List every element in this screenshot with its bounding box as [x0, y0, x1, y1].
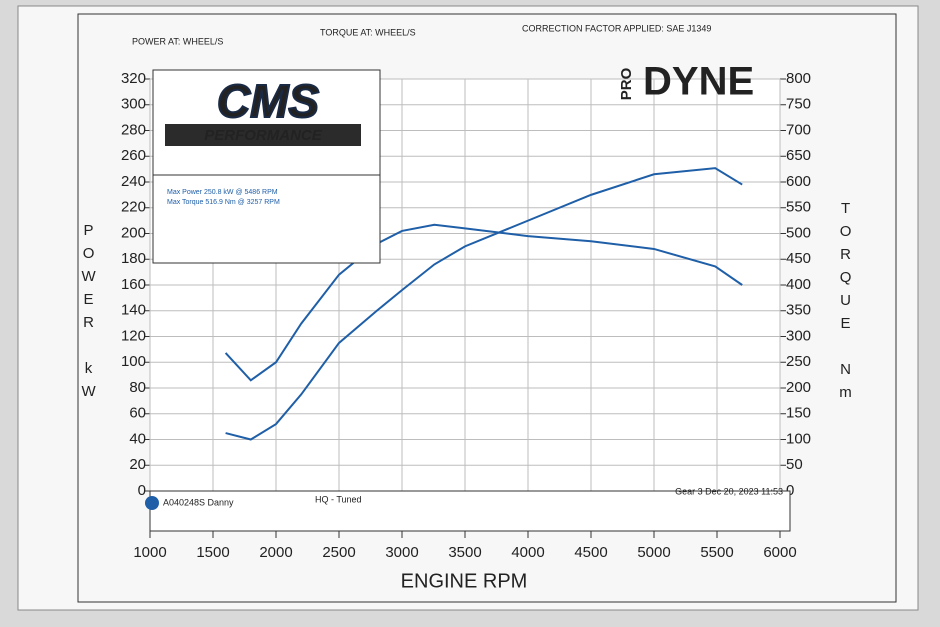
y2-tick-label: 0 [786, 482, 794, 499]
x-tick-label: 1000 [133, 544, 166, 561]
y-tick-label: 160 [121, 276, 146, 293]
footer-text: Gear 3 Dec 20, 2023 11:53 [675, 486, 783, 496]
x-tick-label: 5500 [700, 544, 733, 561]
y2-tick-label: 550 [786, 199, 811, 216]
x-tick-label: 4000 [511, 544, 544, 561]
info-box [152, 69, 381, 264]
x-axis-label: ENGINE RPM [401, 570, 528, 592]
y2-tick-label: 300 [786, 327, 811, 344]
y-tick-label: 20 [129, 456, 146, 473]
y-tick-label: 0 [138, 482, 146, 499]
footer-dot [145, 496, 159, 510]
y2-tick-label: 350 [786, 302, 811, 319]
x-tick-label: 2500 [322, 544, 355, 561]
y-tick-label: 280 [121, 121, 146, 138]
y-tick-label: 220 [121, 199, 146, 216]
y-tick-label: 240 [121, 173, 146, 190]
y-tick-label: 80 [129, 379, 146, 396]
y2-tick-label: 50 [786, 456, 803, 473]
logo-text: CMS [217, 75, 320, 127]
annotation: Max Power 250.8 kW @ 5486 RPM [167, 189, 278, 196]
x-tick-label: 6000 [763, 544, 796, 561]
y2-tick-label: 600 [786, 173, 811, 190]
subtitle: CORRECTION FACTOR APPLIED: SAE J1349 [522, 23, 711, 33]
x-tick-label: 5000 [637, 544, 670, 561]
y-tick-label: 260 [121, 147, 146, 164]
y2-tick-label: 500 [786, 224, 811, 241]
subtitle: POWER AT: WHEEL/S [132, 36, 223, 46]
y-tick-label: 60 [129, 405, 146, 422]
y-tick-label: 140 [121, 302, 146, 319]
series-line [224, 223, 743, 382]
y2-tick-label: 800 [786, 70, 811, 87]
subtitle: TORQUE AT: WHEEL/S [320, 27, 416, 37]
y2-tick-label: 200 [786, 379, 811, 396]
x-tick-label: 4500 [574, 544, 607, 561]
x-tick-label: 3500 [448, 544, 481, 561]
footer-text: HQ - Tuned [315, 494, 362, 504]
y2-tick-label: 100 [786, 430, 811, 447]
y-tick-label: 40 [129, 430, 146, 447]
y2-tick-label: 450 [786, 250, 811, 267]
y2-axis-label: TORQUE Nm [837, 200, 854, 407]
logo-banner [165, 124, 361, 146]
footer-text: A040248S Danny [163, 497, 234, 507]
logo-text: DYNE [643, 60, 754, 104]
y2-tick-label: 700 [786, 121, 811, 138]
logo-text: PRO [618, 67, 635, 100]
y-axis-label: POWER kW [80, 222, 97, 406]
x-tick-label: 3000 [385, 544, 418, 561]
y-tick-label: 180 [121, 250, 146, 267]
y-tick-label: 300 [121, 96, 146, 113]
y2-tick-label: 650 [786, 147, 811, 164]
y-tick-label: 120 [121, 327, 146, 344]
y-tick-label: 100 [121, 353, 146, 370]
frame [77, 13, 897, 603]
y2-tick-label: 250 [786, 353, 811, 370]
x-tick-label: 2000 [259, 544, 292, 561]
logo-text: PERFORMANCE [204, 127, 322, 144]
y-tick-label: 320 [121, 70, 146, 87]
y2-tick-label: 750 [786, 96, 811, 113]
annotation: Max Torque 516.9 Nm @ 3257 RPM [167, 199, 280, 206]
y2-tick-label: 150 [786, 405, 811, 422]
footer-bar [149, 490, 791, 532]
y2-tick-label: 400 [786, 276, 811, 293]
x-tick-label: 1500 [196, 544, 229, 561]
y-tick-label: 200 [121, 224, 146, 241]
series-line [225, 167, 743, 441]
